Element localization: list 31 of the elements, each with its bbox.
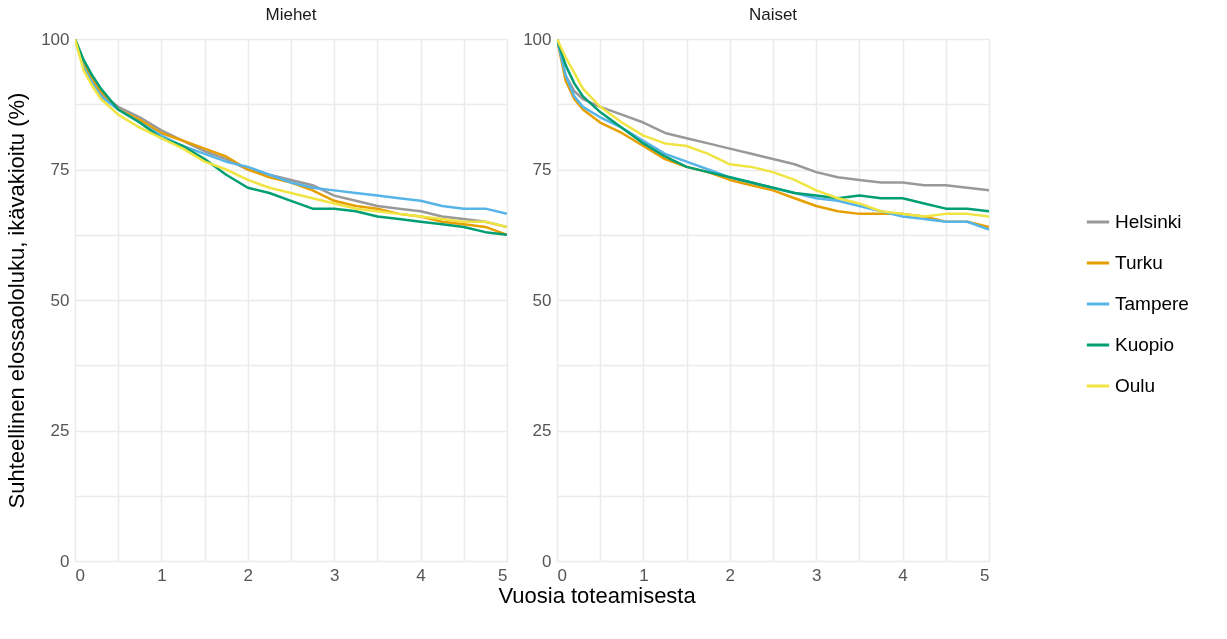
x-tick-label: 2 — [725, 565, 736, 585]
x-tick-label: 5 — [980, 565, 990, 585]
x-tick-label: 4 — [416, 565, 426, 585]
x-tick-label: 3 — [329, 565, 340, 585]
x-tick-label: 1 — [157, 565, 167, 585]
x-tick-label: 4 — [898, 565, 908, 585]
y-tick-label: 25 — [532, 421, 552, 440]
x-tick-label: 0 — [557, 565, 567, 585]
legend-label: Kuopio — [1115, 334, 1175, 355]
x-tick-label: 5 — [498, 565, 508, 585]
y-tick-label: 75 — [532, 160, 552, 179]
x-tick-label: 0 — [75, 565, 85, 585]
y-axis-title: Suhteellinen elossaololuku, ikävakioitu (%) — [4, 92, 30, 509]
legend-label: Oulu — [1115, 375, 1156, 396]
y-tick-label: 0 — [60, 551, 70, 571]
x-tick-label: 1 — [639, 565, 649, 585]
legend-label: Turku — [1115, 252, 1163, 273]
legend-label: Helsinki — [1115, 211, 1182, 232]
y-tick-label: 0 — [542, 551, 552, 571]
y-tick-label: 50 — [532, 290, 552, 310]
y-tick-label: 100 — [523, 29, 552, 49]
y-tick-label: 100 — [41, 29, 70, 49]
chart-title: Miehet — [265, 5, 317, 24]
legend-label: Tampere — [1115, 293, 1189, 314]
chart-title: Naiset — [748, 5, 798, 24]
x-axis-title: Vuosia toteamisesta — [498, 582, 697, 608]
x-tick-label: 3 — [811, 565, 822, 585]
y-tick-label: 75 — [50, 160, 70, 179]
x-tick-label: 2 — [243, 565, 254, 585]
y-tick-label: 50 — [50, 290, 70, 310]
y-tick-label: 25 — [50, 421, 70, 440]
